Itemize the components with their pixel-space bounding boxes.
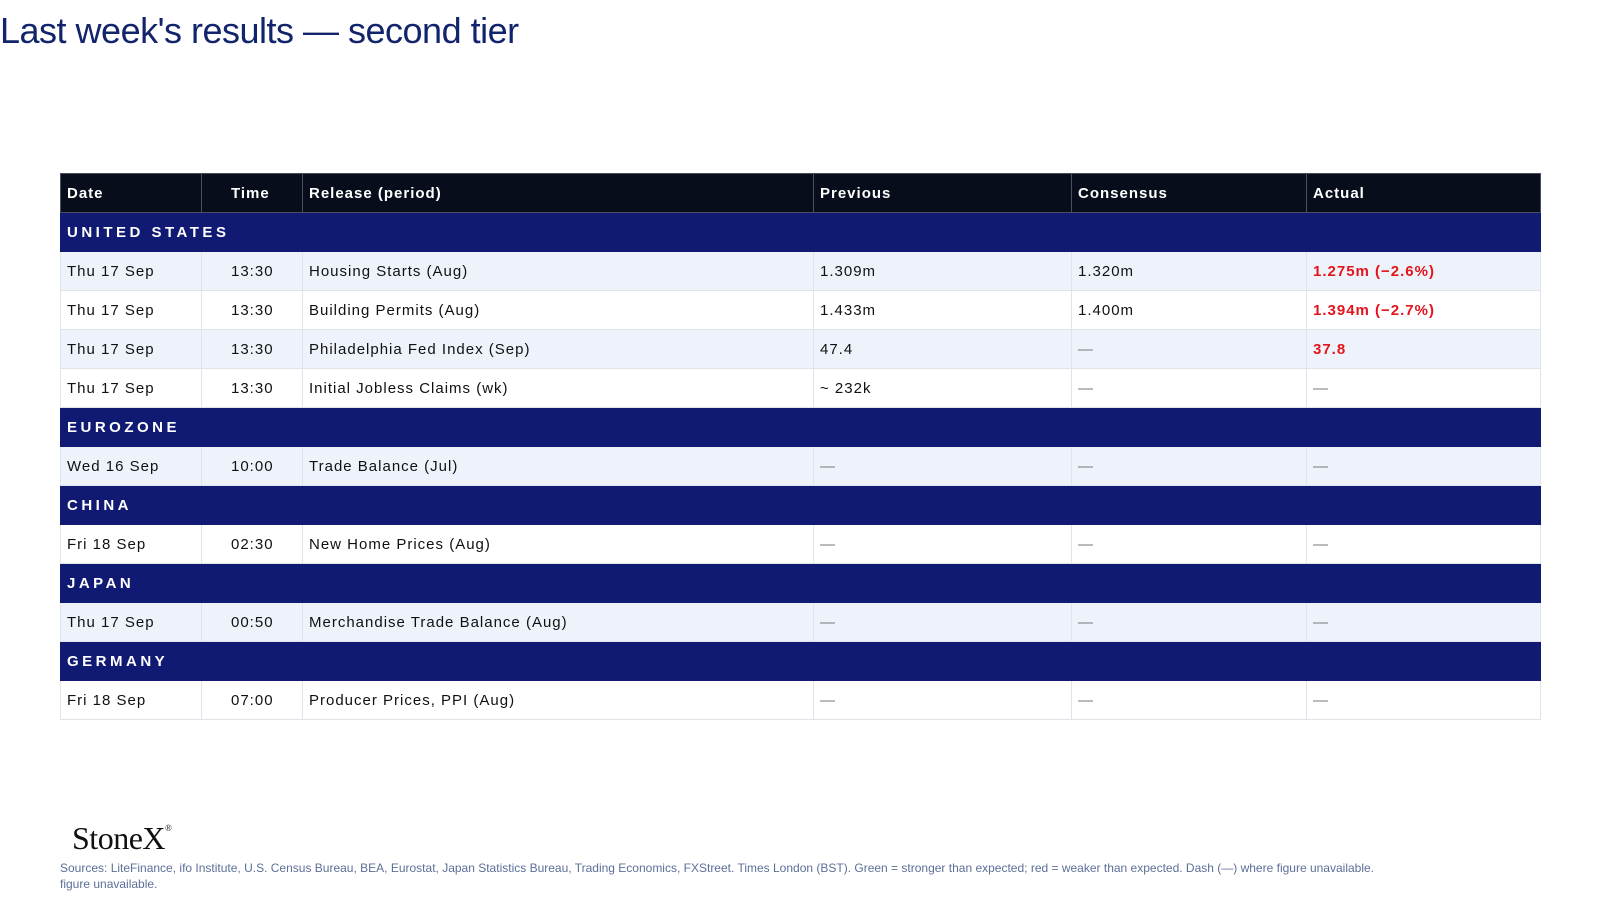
table-cell: 1.275m (−2.6%): [1306, 251, 1541, 291]
table-cell: Thu 17 Sep: [60, 290, 202, 330]
data-row: Thu 17 Sep 13:30 Building Permits (Aug) 1.4…: [60, 290, 1541, 330]
table-cell: ~ 232k: [813, 368, 1072, 408]
column-header: Time: [201, 173, 303, 213]
section-label: GERMANY: [60, 641, 1541, 681]
section-row: JAPAN: [60, 563, 1541, 603]
table-cell: —: [1306, 602, 1541, 642]
section-row: EUROZONE: [60, 407, 1541, 447]
table-cell: —: [1071, 446, 1307, 486]
table-cell: 1.433m: [813, 290, 1072, 330]
sources-overflow: figure unavailable.: [60, 877, 158, 891]
table-cell: —: [1306, 368, 1541, 408]
table-cell: New Home Prices (Aug): [302, 524, 814, 564]
logo: StoneX®: [72, 820, 172, 857]
table-cell: Merchandise Trade Balance (Aug): [302, 602, 814, 642]
table-cell: —: [1071, 329, 1307, 369]
column-header: Date: [60, 173, 202, 213]
results-table: Date Time Release (period) Previous Consensu…: [60, 173, 1541, 720]
table-cell: Building Permits (Aug): [302, 290, 814, 330]
section-row: GERMANY: [60, 641, 1541, 681]
table-cell: 1.394m (−2.7%): [1306, 290, 1541, 330]
table-cell: —: [1306, 446, 1541, 486]
table-cell: Housing Starts (Aug): [302, 251, 814, 291]
table-cell: Thu 17 Sep: [60, 329, 202, 369]
table-cell: 02:30: [201, 524, 303, 564]
table-cell: —: [1071, 602, 1307, 642]
column-header: Actual: [1306, 173, 1541, 213]
column-header: Release (period): [302, 173, 814, 213]
table-cell: 13:30: [201, 329, 303, 369]
table-cell: 07:00: [201, 680, 303, 720]
section-row: CHINA: [60, 485, 1541, 525]
table-cell: —: [1071, 368, 1307, 408]
column-header: Previous: [813, 173, 1072, 213]
table-cell: —: [1306, 680, 1541, 720]
table-cell: Fri 18 Sep: [60, 680, 202, 720]
section-row: UNITED STATES: [60, 212, 1541, 252]
table-cell: Trade Balance (Jul): [302, 446, 814, 486]
section-label: UNITED STATES: [60, 212, 1541, 252]
table-body: UNITED STATES Thu 17 Sep 13:30 Housing Star…: [60, 212, 1541, 720]
table-cell: 37.8: [1306, 329, 1541, 369]
table-cell: 13:30: [201, 368, 303, 408]
sources-note: Sources: LiteFinance, ifo Institute, U.S…: [60, 860, 1480, 892]
table-cell: Fri 18 Sep: [60, 524, 202, 564]
section-label: CHINA: [60, 485, 1541, 525]
table-cell: Producer Prices, PPI (Aug): [302, 680, 814, 720]
logo-text: StoneX: [72, 820, 166, 856]
data-row: Thu 17 Sep 00:50 Merchandise Trade Balance…: [60, 602, 1541, 642]
data-row: Fri 18 Sep 07:00 Producer Prices, PPI (Aug…: [60, 680, 1541, 720]
table-cell: —: [813, 680, 1072, 720]
table-cell: 47.4: [813, 329, 1072, 369]
table-cell: Thu 17 Sep: [60, 368, 202, 408]
table-cell: —: [1306, 524, 1541, 564]
table-cell: —: [813, 602, 1072, 642]
header-row: Date Time Release (period) Previous Consensu…: [60, 173, 1541, 213]
table-cell: Philadelphia Fed Index (Sep): [302, 329, 814, 369]
data-row: Thu 17 Sep 13:30 Philadelphia Fed Index (S…: [60, 329, 1541, 369]
logo-mark: ®: [165, 823, 172, 833]
table-cell: 13:30: [201, 290, 303, 330]
data-row: Thu 17 Sep 13:30 Initial Jobless Claims (w…: [60, 368, 1541, 408]
table-cell: 00:50: [201, 602, 303, 642]
table-cell: Wed 16 Sep: [60, 446, 202, 486]
table-cell: 1.320m: [1071, 251, 1307, 291]
table-cell: 1.309m: [813, 251, 1072, 291]
section-label: JAPAN: [60, 563, 1541, 603]
table-cell: Thu 17 Sep: [60, 251, 202, 291]
table-cell: Thu 17 Sep: [60, 602, 202, 642]
data-row: Wed 16 Sep 10:00 Trade Balance (Jul) — — —: [60, 446, 1541, 486]
table-cell: 1.400m: [1071, 290, 1307, 330]
table-cell: Initial Jobless Claims (wk): [302, 368, 814, 408]
page-title: Last week's results — second tier: [0, 10, 519, 51]
table-cell: —: [813, 446, 1072, 486]
table-cell: —: [813, 524, 1072, 564]
data-row: Fri 18 Sep 02:30 New Home Prices (Aug) — — —: [60, 524, 1541, 564]
sources-text: Sources: LiteFinance, ifo Institute, U.S…: [60, 861, 1375, 875]
table-cell: —: [1071, 524, 1307, 564]
table-cell: 13:30: [201, 251, 303, 291]
table-cell: —: [1071, 680, 1307, 720]
section-label: EUROZONE: [60, 407, 1541, 447]
column-header: Consensus: [1071, 173, 1307, 213]
data-row: Thu 17 Sep 13:30 Housing Starts (Aug) 1.309…: [60, 251, 1541, 291]
table-cell: 10:00: [201, 446, 303, 486]
